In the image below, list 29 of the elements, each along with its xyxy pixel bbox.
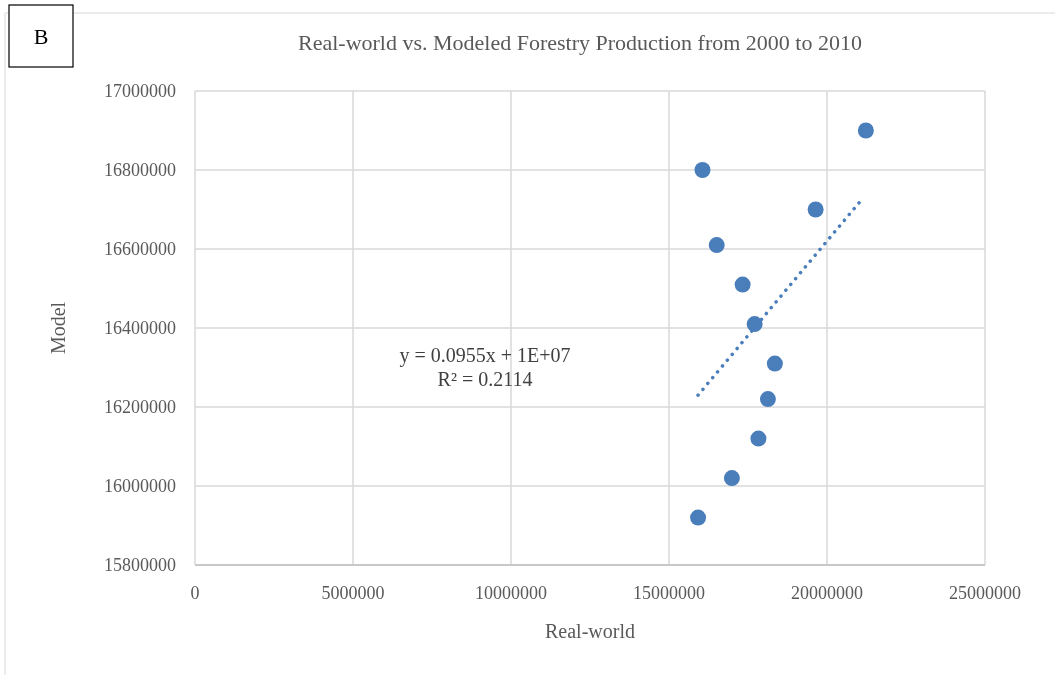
x-tick-label: 15000000 [633,583,705,603]
x-tick-label: 0 [190,583,200,603]
point [734,276,751,293]
point [708,237,725,254]
x-tick-label: 20000000 [791,583,863,603]
point [723,470,740,487]
x-axis-title: Real-world [545,620,635,642]
y-tick-label: 16000000 [104,476,176,496]
point [750,430,767,447]
x-tick-label: 25000000 [949,583,1021,603]
annotation: y = 0.0955x + 1E+07 [399,344,571,367]
point [857,122,874,139]
point [759,391,776,408]
y-tick-label: 16200000 [104,397,176,417]
x-tick-label: 5000000 [321,583,385,603]
y-tick-label: 15800000 [104,555,176,575]
point [690,509,707,526]
y-tick-label: 16600000 [104,239,176,259]
point [694,162,711,178]
point [766,355,783,372]
y-tick-label: 17000000 [104,81,176,101]
x-tick-label: 10000000 [475,583,547,603]
y-tick-label: 16800000 [104,160,176,180]
chart-title: Real-world vs. Modeled Forestry Production from 2000 to 2010 [298,30,862,55]
y-axis-title: Model [47,301,69,355]
point [807,201,824,218]
y-tick-label: 16400000 [104,318,176,338]
text: B [33,24,49,49]
annotation: R² = 0.2114 [437,368,533,390]
